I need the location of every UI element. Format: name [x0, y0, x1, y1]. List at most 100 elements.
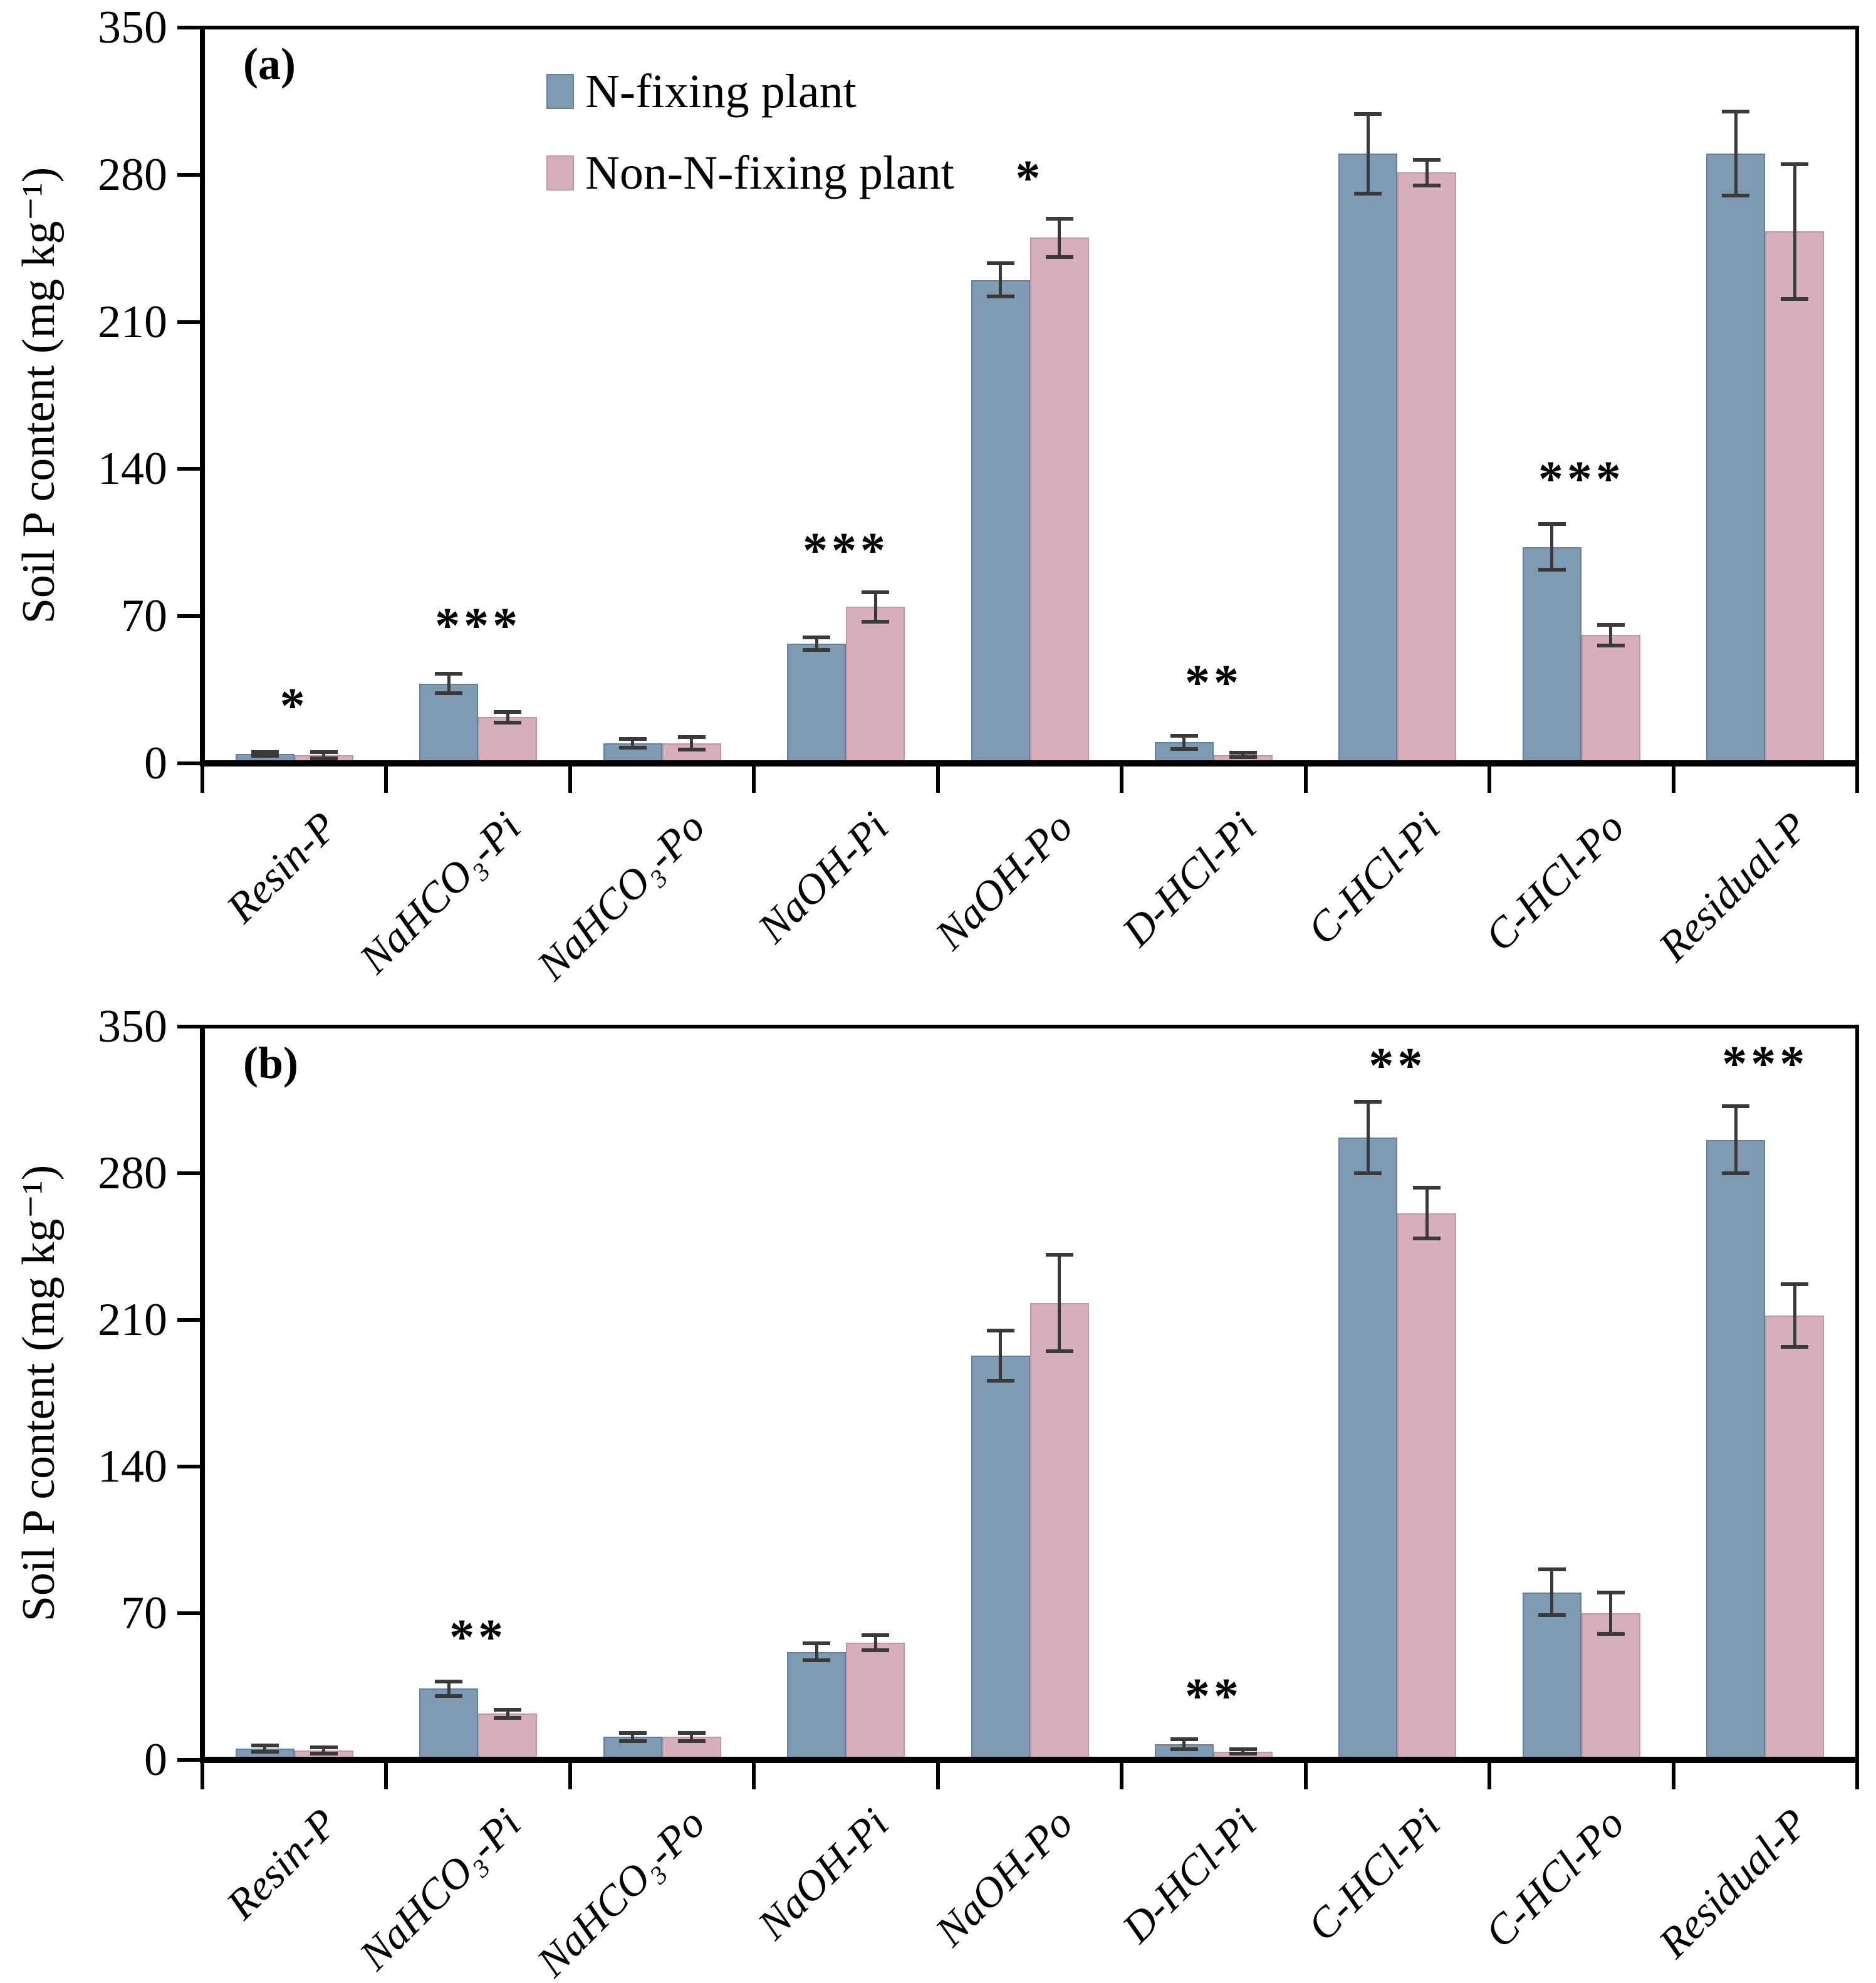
bar-non-n-fixing-C-HCl-Po — [1581, 1613, 1640, 1760]
x-axis-tick — [1855, 767, 1859, 793]
error-bar-line-bar-non-n-fixing-Residual-P — [1793, 1284, 1796, 1347]
error-bar-cap-bottom-bar-n-fixing-Residual-P — [1722, 194, 1750, 198]
error-bar-cap-bottom-bar-non-n-fixing-NaOH-Po — [1045, 254, 1073, 259]
error-bar-line-bar-n-fixing-NaHCO₃-Pi — [447, 1681, 451, 1697]
y-tick-label: 0 — [144, 738, 167, 789]
error-bar-cap-top-bar-n-fixing-NaOH-Po — [986, 1328, 1014, 1332]
x-axis-tick — [384, 767, 388, 793]
error-bar-cap-bottom-bar-n-fixing-NaOH-Po — [986, 1378, 1014, 1383]
error-bar-cap-top-bar-n-fixing-Resin-P — [251, 1743, 279, 1747]
error-bar-cap-top-bar-n-fixing-Residual-P — [1722, 1104, 1750, 1109]
error-bar-cap-bottom-bar-non-n-fixing-NaOH-Po — [1045, 1349, 1073, 1354]
error-bar-line-bar-n-fixing-NaOH-Pi — [815, 1643, 818, 1661]
error-bar-cap-bottom-bar-non-n-fixing-D-HCl-Pi — [1229, 1751, 1257, 1755]
y-axis-tick — [177, 320, 200, 324]
bar-non-n-fixing-NaHCO₃-Pi — [478, 717, 538, 763]
y-axis-tick — [177, 1318, 200, 1322]
error-bar-cap-top-bar-non-n-fixing-NaHCO₃-Pi — [494, 1707, 522, 1712]
x-axis-tick — [1303, 767, 1308, 793]
error-bar-line-bar-non-n-fixing-NaOH-Po — [1058, 219, 1061, 257]
error-bar-cap-top-bar-n-fixing-NaHCO₃-Po — [618, 737, 647, 741]
error-bar-line-bar-n-fixing-Resin-P — [263, 1745, 267, 1752]
error-bar-cap-top-bar-non-n-fixing-D-HCl-Pi — [1229, 1747, 1257, 1752]
error-bar-line-bar-non-n-fixing-C-HCl-Pi — [1425, 160, 1429, 186]
y-axis-tick — [177, 1611, 200, 1615]
y-tick-label: 210 — [98, 1294, 167, 1346]
error-bar-cap-top-bar-n-fixing-Residual-P — [1722, 110, 1750, 114]
x-axis-tick — [1120, 767, 1124, 793]
x-tick-label-NaHCO₃-Po: NaHCO₃-Po — [527, 802, 714, 990]
y-axis-tick — [177, 761, 200, 765]
y-axis-tick — [177, 1465, 200, 1468]
error-bar-cap-top-bar-non-n-fixing-NaHCO₃-Pi — [494, 709, 522, 714]
error-bar-cap-top-bar-n-fixing-C-HCl-Po — [1538, 521, 1566, 526]
x-axis-tick — [752, 767, 756, 793]
error-bar-cap-bottom-bar-n-fixing-D-HCl-Pi — [1170, 1747, 1198, 1752]
error-bar-line-bar-non-n-fixing-C-HCl-Po — [1609, 1592, 1613, 1635]
y-axis-line — [200, 26, 205, 767]
error-bar-line-bar-n-fixing-Resin-P — [263, 751, 267, 756]
error-bar-line-bar-non-n-fixing-C-HCl-Pi — [1425, 1188, 1429, 1238]
y-tick-label: 70 — [121, 590, 167, 642]
bar-n-fixing-NaHCO₃-Pi — [419, 1688, 479, 1760]
error-bar-cap-top-bar-n-fixing-D-HCl-Pi — [1170, 1737, 1198, 1741]
error-bar-line-bar-n-fixing-NaHCO₃-Pi — [447, 674, 451, 693]
error-bar-cap-bottom-bar-non-n-fixing-C-HCl-Po — [1597, 1632, 1625, 1636]
error-bar-cap-bottom-bar-n-fixing-C-HCl-Pi — [1354, 191, 1382, 196]
error-bar-cap-bottom-bar-n-fixing-NaHCO₃-Pi — [435, 1694, 463, 1698]
error-bar-cap-bottom-bar-non-n-fixing-NaHCO₃-Pi — [494, 1716, 522, 1720]
error-bar-cap-bottom-bar-n-fixing-D-HCl-Pi — [1170, 746, 1198, 751]
error-bar-cap-top-bar-n-fixing-C-HCl-Pi — [1354, 1100, 1382, 1104]
bar-non-n-fixing-Residual-P — [1765, 231, 1825, 763]
bar-non-n-fixing-NaHCO₃-Pi — [478, 1714, 538, 1760]
bar-non-n-fixing-NaOH-Pi — [846, 607, 905, 763]
error-bar-cap-bottom-bar-non-n-fixing-D-HCl-Pi — [1229, 755, 1257, 759]
error-bar-cap-bottom-bar-n-fixing-Residual-P — [1722, 1171, 1750, 1175]
error-bar-cap-top-bar-non-n-fixing-Resin-P — [310, 750, 338, 754]
significance-marker-Resin-P: * — [279, 678, 309, 734]
error-bar-cap-bottom-bar-n-fixing-C-HCl-Po — [1538, 1613, 1566, 1618]
significance-marker-NaHCO₃-Pi: ** — [449, 1610, 508, 1666]
error-bar-line-bar-non-n-fixing-NaOH-Po — [1058, 1255, 1061, 1352]
error-bar-cap-top-bar-non-n-fixing-NaHCO₃-Po — [677, 735, 706, 740]
significance-marker-NaHCO₃-Pi: *** — [435, 599, 522, 654]
error-bar-cap-bottom-bar-n-fixing-Resin-P — [251, 754, 279, 758]
y-axis-tick — [177, 172, 200, 177]
error-bar-cap-top-bar-non-n-fixing-NaOH-Pi — [862, 590, 890, 594]
x-axis-tick — [1488, 1763, 1492, 1789]
x-axis-tick — [935, 767, 940, 793]
error-bar-cap-bottom-bar-non-n-fixing-NaOH-Pi — [862, 619, 890, 624]
error-bar-cap-top-bar-n-fixing-D-HCl-Pi — [1170, 734, 1198, 738]
error-bar-cap-top-bar-non-n-fixing-C-HCl-Pi — [1413, 1186, 1441, 1190]
x-axis-tick — [384, 1763, 388, 1789]
bar-n-fixing-C-HCl-Po — [1522, 1592, 1582, 1760]
y-tick-label: 140 — [98, 1441, 167, 1492]
x-axis-tick — [1488, 767, 1492, 793]
significance-marker-C-HCl-Pi: ** — [1368, 1038, 1427, 1094]
significance-marker-D-HCl-Pi: ** — [1184, 655, 1243, 711]
error-bar-line-bar-n-fixing-NaOH-Po — [999, 1330, 1002, 1381]
y-tick-label: 350 — [98, 2, 167, 53]
error-bar-cap-top-bar-non-n-fixing-NaOH-Po — [1045, 217, 1073, 221]
y-tick-label: 280 — [98, 149, 167, 201]
error-bar-cap-bottom-bar-n-fixing-NaHCO₃-Po — [618, 745, 647, 750]
x-axis-tick — [935, 1763, 940, 1789]
legend: N-fixing plant Non-N-fixing plant — [546, 68, 954, 231]
error-bar-line-bar-n-fixing-D-HCl-Pi — [1182, 1739, 1186, 1750]
error-bar-line-bar-n-fixing-NaHCO₃-Po — [631, 1732, 635, 1741]
error-bar-cap-top-bar-non-n-fixing-NaOH-Pi — [862, 1633, 890, 1638]
significance-marker-C-HCl-Po: *** — [1538, 451, 1625, 507]
error-bar-line-bar-non-n-fixing-Resin-P — [322, 751, 326, 758]
error-bar-cap-top-bar-n-fixing-C-HCl-Pi — [1354, 112, 1382, 116]
error-bar-line-bar-n-fixing-Residual-P — [1734, 1106, 1738, 1173]
legend-item-non-n-fixing: Non-N-fixing plant — [546, 149, 954, 197]
error-bar-line-bar-n-fixing-C-HCl-Pi — [1366, 1102, 1370, 1173]
error-bar-line-bar-non-n-fixing-NaOH-Pi — [873, 592, 877, 622]
x-axis-tick — [1671, 767, 1675, 793]
y-axis-tick — [177, 1171, 200, 1175]
error-bar-line-bar-n-fixing-Residual-P — [1734, 112, 1738, 196]
plot-border-top — [200, 1025, 1859, 1028]
error-bar-cap-bottom-bar-non-n-fixing-NaHCO₃-Po — [677, 1739, 706, 1743]
